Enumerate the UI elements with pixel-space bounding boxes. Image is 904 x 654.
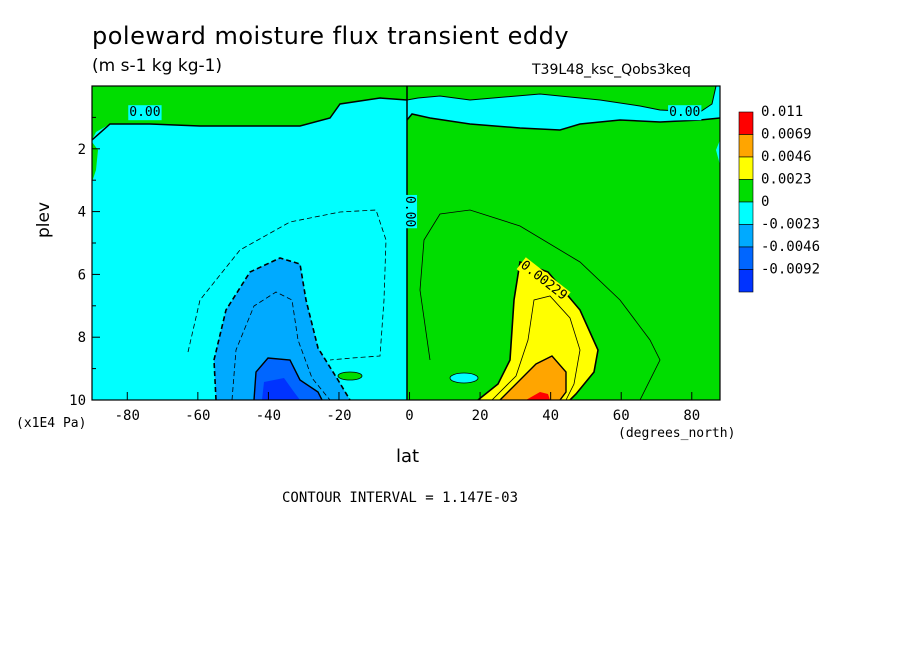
contour-label: 0.00: [669, 105, 700, 120]
sh-neg-contour-2: [213, 257, 351, 400]
x-tick-label: -40: [256, 408, 281, 424]
legend-label: 0.0046: [761, 149, 812, 165]
zero-contour-sh-top: [92, 97, 408, 141]
legend-label: 0.011: [761, 104, 803, 120]
run-id: T39L48_ksc_Qobs3keq: [532, 62, 691, 78]
zero-contour-nh-top: [406, 113, 720, 131]
x-tick-label: 80: [683, 408, 700, 424]
nh-core-level-3: [526, 392, 550, 400]
contour-label: 0.00: [129, 105, 160, 120]
sh-neg-contour-1: [187, 209, 387, 361]
contour-label-bg: [668, 105, 702, 121]
nh-pos-contour-1: [419, 209, 661, 400]
contour-label: 0.00: [402, 196, 417, 227]
y-tick-label: 10: [69, 393, 86, 409]
x-tick-label: 0: [405, 408, 413, 424]
legend-label: 0.0069: [761, 127, 812, 143]
contour-interval: CONTOUR INTERVAL = 1.147E-03: [282, 490, 519, 506]
sh-positive-island: [337, 371, 363, 381]
y-axis-units: (x1E4 Pa): [16, 416, 87, 431]
sh-neg-contour-4: [253, 357, 323, 400]
nh-pos-contour-3: [491, 295, 581, 400]
legend-label: -0.0023: [761, 217, 820, 233]
chart-units: (m s-1 kg kg-1): [92, 56, 223, 76]
legend-label: -0.0092: [761, 262, 820, 278]
x-tick-label: 40: [542, 408, 559, 424]
zero-contour-nh-upper: [406, 86, 717, 113]
x-axis: -80 -60 -40 -20 0 20 40 60 80: [115, 392, 700, 424]
sh-edge-positive: [92, 142, 98, 182]
nh-pos-contour-2: [477, 260, 599, 400]
legend-swatch: [738, 246, 754, 270]
legend-swatch: [738, 156, 754, 180]
chart-title: poleward moisture flux transient eddy: [92, 22, 570, 50]
contour-label-bg: [128, 105, 162, 121]
sh-neg-contour-3: [231, 291, 331, 400]
legend-swatch: [738, 224, 754, 248]
legend-swatch: [738, 269, 754, 293]
contour-fills: [92, 86, 720, 400]
y-tick-label: 6: [78, 267, 86, 283]
x-axis-units: (degrees_north): [618, 426, 736, 441]
legend-label: 0: [761, 194, 769, 210]
y-tick-label: 2: [78, 142, 86, 158]
x-tick-label: -80: [115, 408, 140, 424]
x-tick-label: 20: [472, 408, 489, 424]
contour-label-bg: [516, 257, 571, 305]
y-tick-label: 8: [78, 330, 86, 346]
sh-core-level-1: [214, 258, 350, 400]
legend-swatch: [738, 134, 754, 158]
nh-edge-negative: [716, 140, 720, 165]
y-axis: 2 4 6 8 10: [69, 116, 100, 409]
legend-label: 0.0023: [761, 172, 812, 188]
legend-swatch: [738, 179, 754, 203]
nh-negative-island: [449, 372, 479, 384]
nh-top-negative-band: [407, 86, 720, 130]
legend-swatch: [738, 201, 754, 225]
contour-lines: [92, 86, 720, 400]
color-legend: 0.011 0.0069 0.0046 0.0023 0 -0.0023 -0.0046 -0…: [738, 104, 820, 293]
legend-swatch: [738, 111, 754, 135]
x-tick-label: -20: [326, 408, 351, 424]
nh-pos-contour-4: [499, 355, 567, 400]
contour-label-bg: [402, 194, 418, 229]
x-tick-label: -60: [185, 408, 210, 424]
sh-top-positive-band: [92, 86, 407, 140]
sh-core-level-3: [262, 378, 300, 400]
x-tick-label: 60: [613, 408, 630, 424]
nh-core-level-2: [500, 356, 566, 400]
legend-label: -0.0046: [761, 239, 820, 255]
y-tick-label: 4: [78, 205, 86, 221]
x-axis-label: lat: [396, 446, 420, 467]
